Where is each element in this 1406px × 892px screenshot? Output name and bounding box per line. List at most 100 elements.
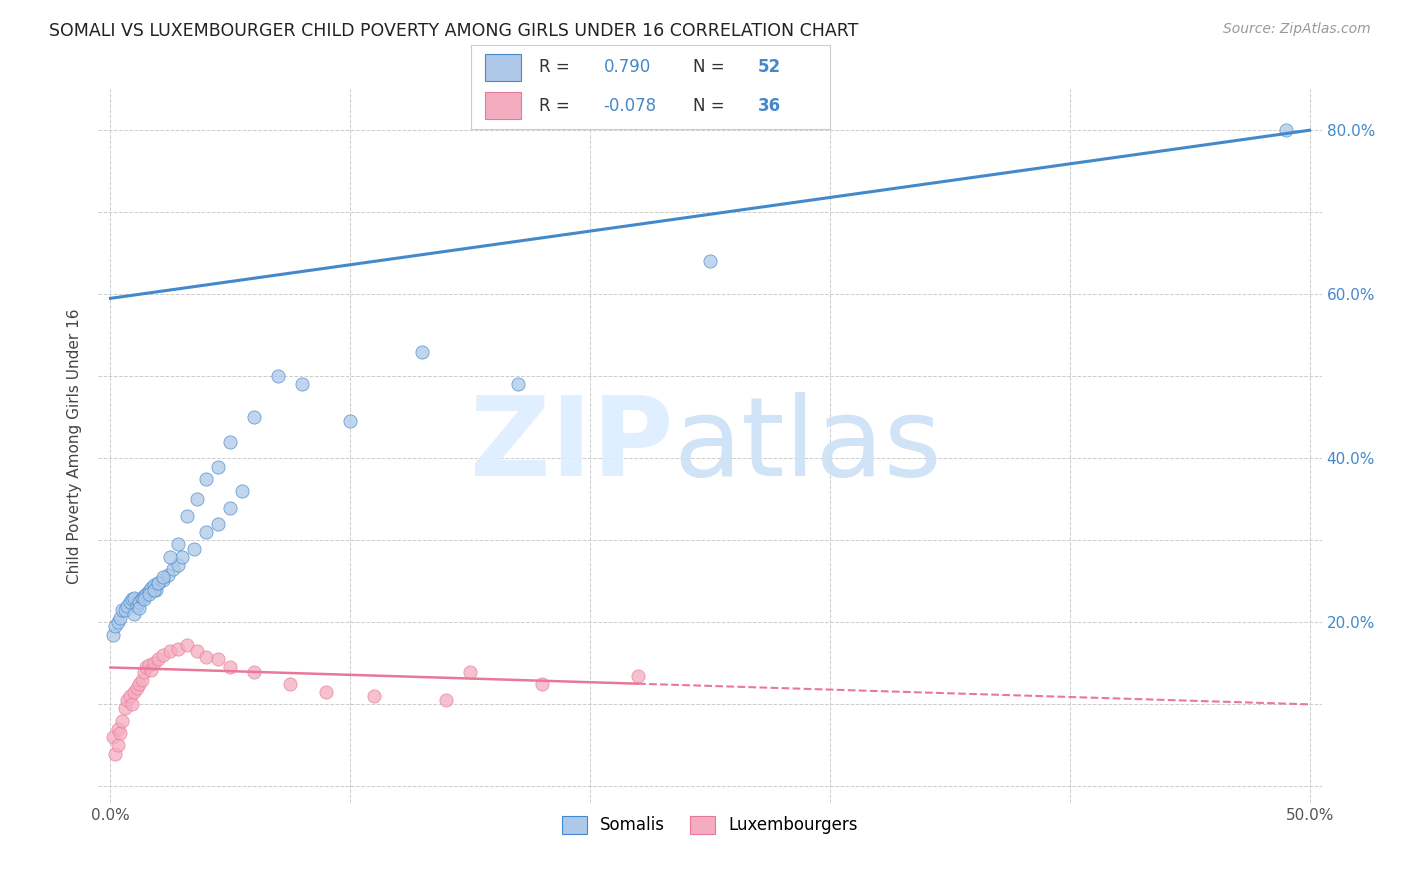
Text: atlas: atlas [673, 392, 942, 500]
Point [162, 562, 184, 576]
Point [124, 685, 146, 699]
Point [159, 549, 181, 564]
FancyBboxPatch shape [485, 54, 522, 81]
Y-axis label: Child Poverty Among Girls Under 16: Child Poverty Among Girls Under 16 [67, 309, 83, 583]
Point [135, 660, 157, 674]
Point [148, 652, 170, 666]
Point [145, 582, 167, 597]
Point [142, 578, 165, 592]
Text: 52: 52 [758, 59, 780, 77]
Point [172, 549, 194, 564]
Point [339, 414, 361, 428]
Point [195, 472, 218, 486]
Point [131, 591, 153, 605]
Point [152, 573, 174, 587]
Point [176, 638, 198, 652]
Point [131, 673, 153, 687]
Point [138, 658, 160, 673]
Point [142, 582, 165, 597]
Point [411, 344, 433, 359]
Point [138, 584, 160, 599]
Point [135, 587, 157, 601]
Point [315, 685, 337, 699]
Point [118, 595, 141, 609]
Point [115, 599, 138, 613]
Point [104, 747, 127, 761]
Point [166, 537, 188, 551]
Point [104, 619, 127, 633]
Point [231, 484, 253, 499]
Legend: Somalis, Luxembourgers: Somalis, Luxembourgers [555, 809, 865, 841]
Point [107, 722, 129, 736]
Point [141, 663, 163, 677]
Point [1274, 123, 1296, 137]
Text: 36: 36 [758, 96, 780, 114]
Point [434, 693, 457, 707]
FancyBboxPatch shape [485, 92, 522, 120]
Text: R =: R = [538, 96, 575, 114]
Point [128, 600, 150, 615]
Point [107, 739, 129, 753]
Point [699, 254, 721, 268]
Point [219, 660, 242, 674]
Point [207, 459, 229, 474]
Point [132, 665, 155, 679]
Point [531, 677, 554, 691]
Point [118, 689, 141, 703]
Point [278, 677, 301, 691]
Point [243, 665, 266, 679]
Point [142, 657, 165, 671]
Point [148, 576, 170, 591]
Point [207, 652, 229, 666]
Point [121, 698, 143, 712]
Text: ZIP: ZIP [470, 392, 673, 500]
Text: N =: N = [693, 96, 730, 114]
Point [128, 595, 150, 609]
Point [291, 377, 314, 392]
Point [148, 576, 170, 591]
Point [458, 665, 481, 679]
Point [363, 689, 385, 703]
Point [152, 648, 174, 662]
Point [156, 567, 179, 582]
Point [114, 701, 136, 715]
Text: R =: R = [538, 59, 575, 77]
Text: N =: N = [693, 59, 730, 77]
Point [107, 615, 129, 630]
Point [114, 603, 136, 617]
Point [195, 525, 218, 540]
Point [627, 668, 650, 682]
Point [121, 592, 143, 607]
Point [186, 492, 208, 507]
Point [219, 434, 242, 449]
Point [132, 592, 155, 607]
Text: Source: ZipAtlas.com: Source: ZipAtlas.com [1223, 22, 1371, 37]
Point [132, 589, 155, 603]
Point [267, 369, 290, 384]
Point [101, 730, 124, 744]
Point [152, 570, 174, 584]
Point [508, 377, 530, 392]
Text: 0.790: 0.790 [603, 59, 651, 77]
Point [111, 714, 134, 728]
Point [243, 410, 266, 425]
Point [166, 641, 188, 656]
Point [101, 627, 124, 641]
Point [195, 649, 218, 664]
Point [219, 500, 242, 515]
Text: -0.078: -0.078 [603, 96, 657, 114]
Point [186, 644, 208, 658]
Point [124, 591, 146, 605]
Point [108, 726, 131, 740]
Point [159, 644, 181, 658]
Point [138, 587, 160, 601]
Point [108, 611, 131, 625]
Text: SOMALI VS LUXEMBOURGER CHILD POVERTY AMONG GIRLS UNDER 16 CORRELATION CHART: SOMALI VS LUXEMBOURGER CHILD POVERTY AMO… [49, 22, 859, 40]
Point [183, 541, 205, 556]
Point [141, 581, 163, 595]
Point [176, 508, 198, 523]
Point [128, 677, 150, 691]
Point [111, 603, 134, 617]
Point [125, 599, 148, 613]
Point [166, 558, 188, 572]
